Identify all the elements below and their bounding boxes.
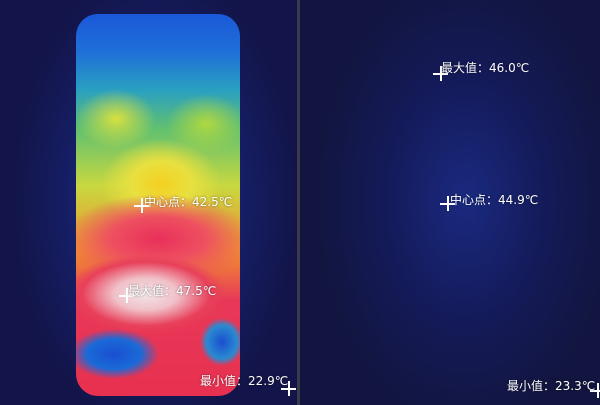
center-point-label: 中心点：44.9℃ bbox=[450, 193, 539, 207]
thermal-image-right: 最大值：46.0℃ 中心点：44.9℃ 最小值：23.3℃ bbox=[300, 0, 600, 405]
center-crosshair-icon bbox=[134, 198, 149, 213]
min-value-label: 最小值：23.3℃ bbox=[507, 379, 596, 393]
divider bbox=[297, 0, 300, 405]
phone-back-thermal bbox=[76, 14, 240, 396]
center-crosshair-icon bbox=[440, 196, 455, 211]
max-crosshair-icon bbox=[433, 66, 448, 81]
min-crosshair-icon bbox=[590, 383, 600, 398]
max-value-label: 最大值：46.0℃ bbox=[441, 61, 530, 75]
max-value-label: 最大值：47.5℃ bbox=[128, 284, 217, 298]
min-crosshair-icon bbox=[281, 381, 296, 396]
max-crosshair-icon bbox=[119, 288, 134, 303]
center-point-label: 中心点：42.5℃ bbox=[144, 195, 233, 209]
min-value-label: 最小值：22.9℃ bbox=[200, 374, 289, 388]
thermal-image-left: 中心点：42.5℃ 最大值：47.5℃ 最小值：22.9℃ bbox=[0, 0, 297, 405]
